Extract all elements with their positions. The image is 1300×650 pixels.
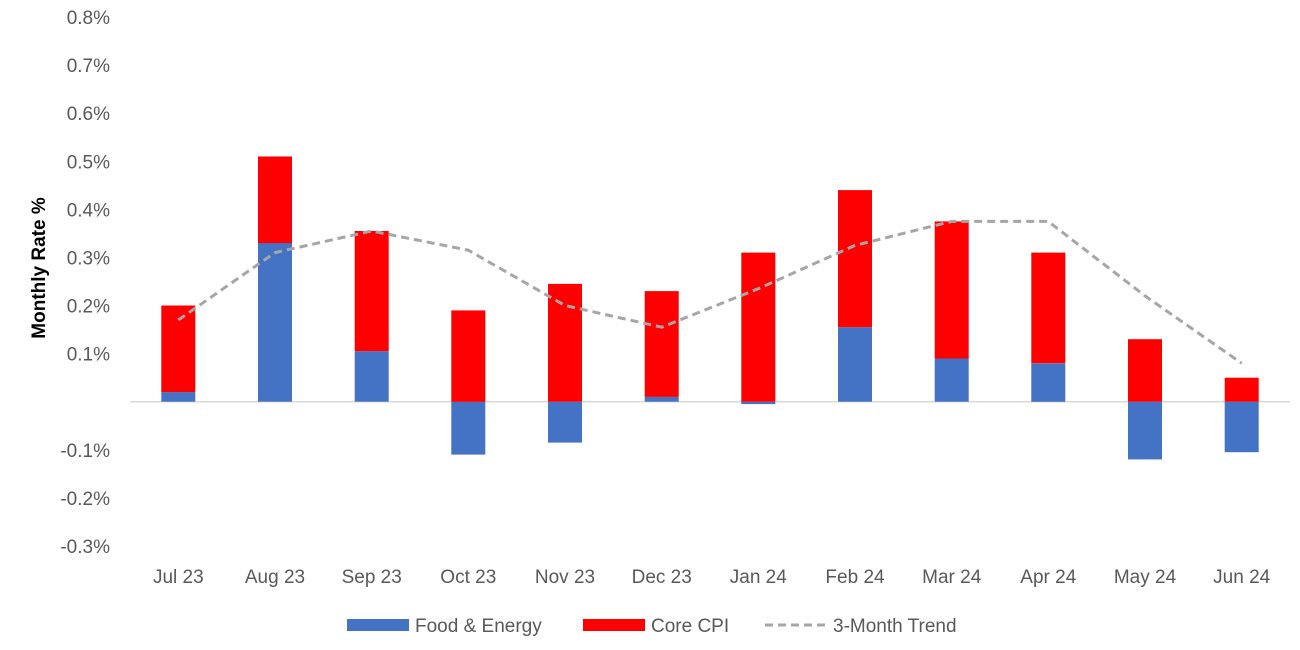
trend-line-layer	[177, 219, 1243, 365]
y-tick-label: -0.2%	[60, 489, 110, 510]
legend-label: Core CPI	[651, 616, 729, 637]
y-tick-label: 0.7%	[67, 56, 110, 77]
x-tick-label: Aug 23	[245, 567, 305, 588]
x-axis: Jul 23 Aug 23 Sep 23 Oct 23 Nov 23 Dec 23 Jan …	[153, 567, 1271, 588]
bar-food-energy	[1031, 363, 1066, 402]
y-tick-label: -0.3%	[60, 537, 110, 558]
legend-label: 3-Month Trend	[833, 616, 957, 637]
bar-food-energy	[1128, 401, 1162, 460]
bar-food-energy	[161, 392, 196, 402]
x-tick-label: Jul 23	[153, 567, 204, 588]
legend-swatch	[347, 619, 409, 631]
y-axis-title: Monthly Rate %	[29, 197, 50, 339]
x-tick-label: Mar 24	[922, 567, 982, 588]
y-tick-label: 0.1%	[67, 345, 110, 366]
bar-core-cpi	[1128, 339, 1162, 402]
x-tick-label: Oct 23	[440, 567, 496, 588]
y-tick-label: 0.6%	[67, 104, 110, 125]
bar-core-cpi	[838, 190, 872, 328]
trend-line	[177, 219, 1243, 365]
legend: Food & Energy Core CPI 3-Month Trend	[347, 616, 957, 637]
y-axis: -0.3% -0.2% -0.1% 0.1% 0.2% 0.3% 0.4% 0.5% 0.6% 0…	[60, 8, 110, 558]
bar-core-cpi	[741, 252, 776, 402]
y-tick-label: 0.8%	[67, 8, 110, 29]
bar-core-cpi	[258, 156, 292, 244]
bar-food-energy	[644, 396, 679, 402]
bar-core-cpi	[451, 310, 486, 402]
bar-core-cpi	[548, 283, 582, 402]
bar-core-cpi	[354, 231, 389, 352]
bars	[161, 156, 1259, 460]
y-tick-label: 0.3%	[67, 249, 110, 270]
bar-food-energy	[548, 401, 582, 443]
x-tick-label: Nov 23	[535, 567, 595, 588]
x-tick-label: Sep 23	[342, 567, 402, 588]
bar-food-energy	[838, 327, 872, 402]
bar-core-cpi	[1224, 377, 1259, 402]
bar-food-energy	[934, 358, 969, 402]
y-tick-label: -0.1%	[60, 441, 110, 462]
bar-core-cpi	[1031, 252, 1066, 364]
bar-core-cpi	[644, 291, 679, 397]
bar-food-energy	[451, 401, 486, 455]
x-tick-label: May 24	[1114, 567, 1177, 588]
bar-food-energy	[354, 351, 389, 402]
y-tick-label: 0.4%	[67, 200, 110, 221]
x-tick-label: Jun 24	[1213, 567, 1270, 588]
bar-food-energy	[258, 243, 292, 402]
y-tick-label: 0.2%	[67, 297, 110, 318]
legend-label: Food & Energy	[415, 616, 542, 637]
x-tick-label: Apr 24	[1020, 567, 1076, 588]
x-tick-label: Jan 24	[730, 567, 787, 588]
x-tick-label: Dec 23	[632, 567, 692, 588]
bar-food-energy	[741, 401, 776, 405]
legend-swatch	[583, 619, 645, 631]
x-tick-label: Feb 24	[825, 567, 885, 588]
bar-core-cpi	[934, 221, 969, 359]
bar-food-energy	[1224, 401, 1259, 453]
y-tick-label: 0.5%	[67, 152, 110, 173]
